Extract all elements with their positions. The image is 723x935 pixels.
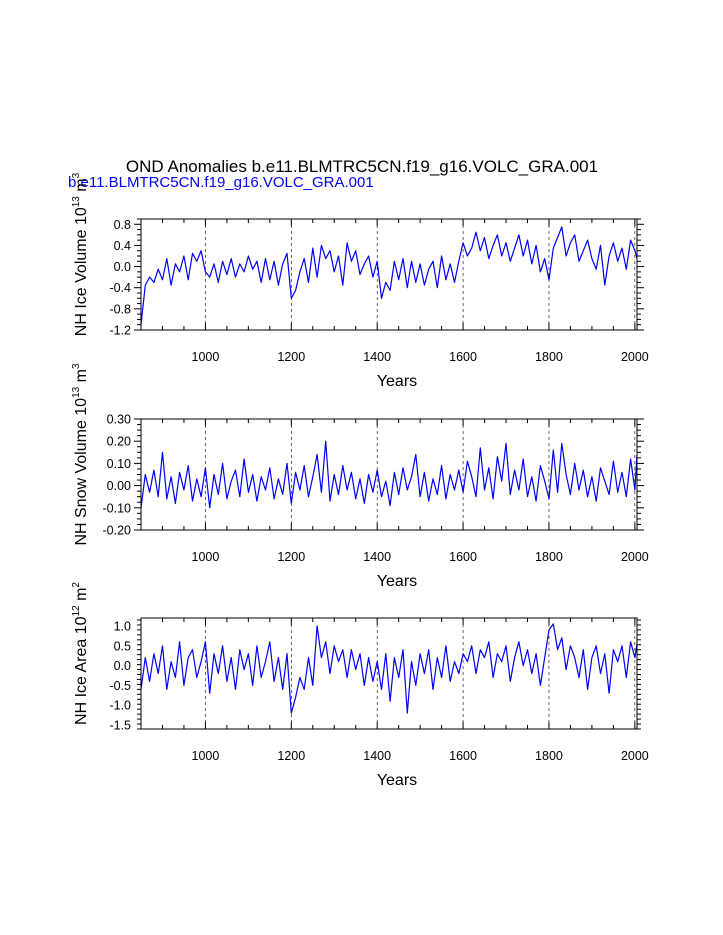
nh-ice-volume-ylabel: NH Ice Volume 1013 m3 — [71, 172, 90, 336]
nh-ice-volume-xtick-label: 1400 — [363, 350, 391, 364]
nh-ice-area-series-line — [140, 623, 638, 714]
nh-ice-area-xtick-label: 2000 — [621, 749, 649, 763]
nh-ice-volume-ytick-label: -0.8 — [109, 302, 131, 316]
nh-snow-volume-ytick-label: 0.20 — [107, 435, 131, 449]
nh-ice-volume-series-line — [140, 226, 638, 325]
nh-ice-area-ytick-label: 0.0 — [114, 659, 131, 673]
nh-ice-volume-plot-frame — [140, 218, 638, 331]
figure-title: OND Anomalies b.e11.BLMTRC5CN.f19_g16.VO… — [126, 157, 598, 176]
nh-ice-area-plot-frame — [140, 617, 638, 730]
nh-ice-area-ytick-label: -1.5 — [109, 719, 131, 733]
nh-snow-volume-series-line — [140, 440, 638, 509]
nh-snow-volume-xtick-label: 1000 — [192, 550, 220, 564]
nh-ice-area-ytick-label: 0.5 — [114, 639, 131, 653]
panels: 1000 1200 1400 1600 1800 2000-1.2-0.8-0.40.00… — [71, 172, 649, 789]
nh-ice-area-xlabel: Years — [377, 772, 417, 789]
nh-snow-volume-xtick-label: 1400 — [363, 550, 391, 564]
nh-ice-area-xtick-label: 1800 — [535, 749, 563, 763]
nh-ice-volume-ytick-label: 0.8 — [114, 218, 131, 232]
nh-ice-volume-ytick-label: 0.0 — [114, 260, 131, 274]
nh-snow-volume-xtick-label: 1600 — [449, 550, 477, 564]
nh-ice-area-xtick-label: 1600 — [449, 749, 477, 763]
nh-snow-volume-panel: 1000 1200 1400 1600 1800 2000 -0.20 -0.10 0.00 0.… — [71, 363, 649, 590]
nh-ice-volume-xtick-label: 2000 — [621, 350, 649, 364]
nh-snow-volume-ytick-label: 0.10 — [107, 457, 131, 471]
nh-snow-volume-xtick-label: 2000 — [621, 550, 649, 564]
nh-ice-area-ytick-label: -1.0 — [109, 699, 131, 713]
nh-snow-volume-ytick-label: 0.30 — [107, 413, 131, 427]
nh-snow-volume-ylabel: NH Snow Volume 1013 m3 — [71, 363, 90, 546]
nh-snow-volume-ytick-label: -0.20 — [103, 524, 132, 538]
nh-ice-volume-xtick-label: 1800 — [535, 350, 563, 364]
nh-ice-area-xtick-label: 1000 — [192, 749, 220, 763]
nh-snow-volume-xtick-label: 1200 — [277, 550, 305, 564]
nh-ice-volume-ytick-label: 0.4 — [114, 239, 131, 253]
nh-snow-volume-plot-frame — [140, 418, 638, 531]
nh-ice-volume-xtick-label: 1200 — [277, 350, 305, 364]
nh-snow-volume-xlabel: Years — [377, 573, 417, 590]
nh-ice-volume-xlabel: Years — [377, 373, 417, 390]
nh-snow-volume-ytick-label: -0.10 — [103, 501, 132, 515]
nh-snow-volume-ytick-label: 0.00 — [107, 479, 131, 493]
nh-ice-volume-ytick-label: -0.4 — [109, 281, 131, 295]
figure-subtitle: b.e11.BLMTRC5CN.f19_g16.VOLC_GRA.001 — [68, 174, 374, 191]
nh-ice-area-xtick-label: 1400 — [363, 749, 391, 763]
nh-snow-volume-xtick-label: 1800 — [535, 550, 563, 564]
nh-ice-area-ylabel: NH Ice Area 1012 m2 — [71, 582, 90, 725]
nh-ice-volume-xtick-label: 1600 — [449, 350, 477, 364]
nh-ice-area-ytick-label: -0.5 — [109, 679, 131, 693]
nh-ice-area-panel: 1000 1200 1400 1600 1800 2000 -1.5 -1.0 -0.5 0.0 0… — [71, 582, 649, 789]
nh-ice-area-ytick-label: 1.0 — [114, 619, 131, 633]
nh-ice-volume-panel: 1000 1200 1400 1600 1800 2000 -1.2 -0.8 -0.4 0.0 0… — [71, 172, 649, 390]
nh-ice-volume-xtick-label: 1000 — [192, 350, 220, 364]
nh-ice-area-xtick-label: 1200 — [277, 749, 305, 763]
nh-ice-volume-ytick-label: -1.2 — [109, 324, 131, 338]
